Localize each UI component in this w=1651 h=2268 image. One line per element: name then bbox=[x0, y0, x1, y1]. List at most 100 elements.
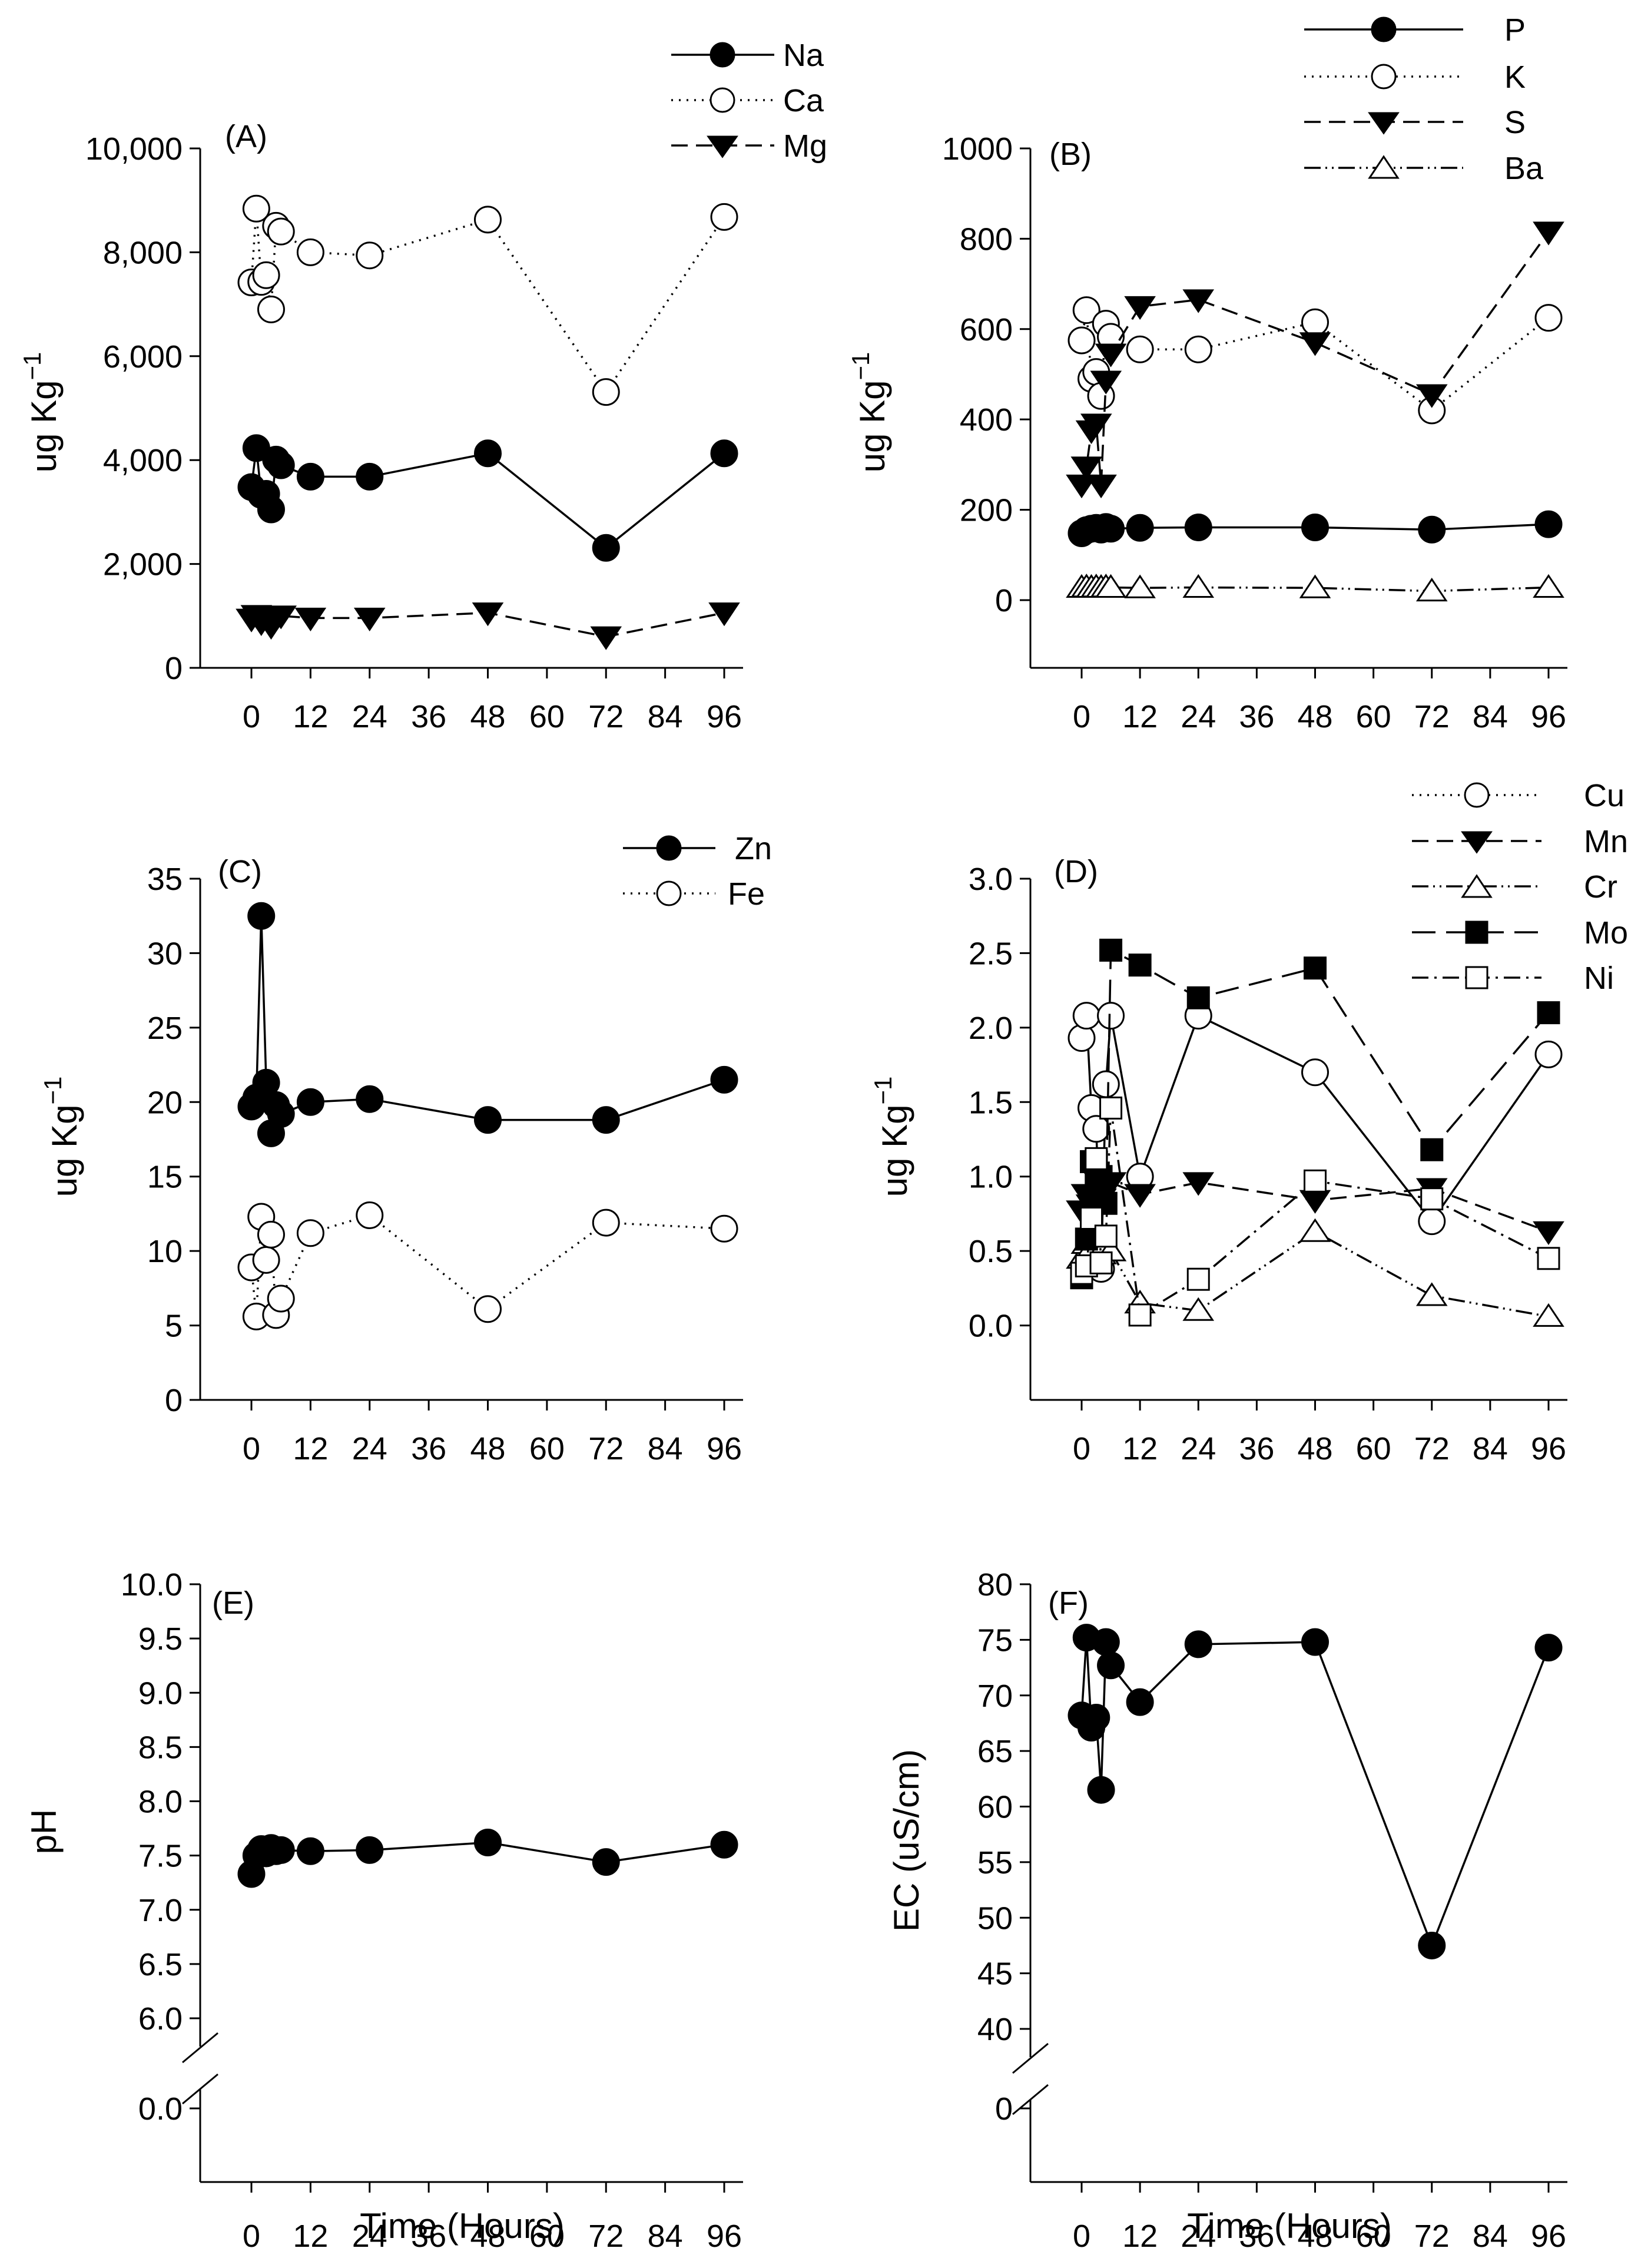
panel-f-x-tick-label: 12 bbox=[1122, 2219, 1158, 2254]
series-line-k bbox=[1080, 310, 1550, 412]
panel-e-y-tick-label: 9.0 bbox=[138, 1676, 183, 1711]
panel-a-x-tick-label: 0 bbox=[243, 699, 260, 734]
point-s bbox=[1070, 456, 1103, 481]
point-fe bbox=[267, 1284, 295, 1313]
legend-marker-ca bbox=[710, 87, 735, 113]
legend-item-cr: Cr bbox=[1412, 869, 1617, 905]
point-s bbox=[1066, 474, 1098, 499]
panel-a-x-tick-label: 24 bbox=[352, 699, 387, 734]
point-na bbox=[592, 534, 620, 562]
point-ph bbox=[267, 1836, 295, 1864]
panel-a-x-tick-label: 12 bbox=[293, 699, 328, 734]
point-mg bbox=[590, 626, 622, 650]
point-ca bbox=[257, 295, 285, 323]
legend-label-cr: Cr bbox=[1584, 869, 1617, 905]
point-ni bbox=[1186, 1267, 1210, 1291]
legend-item-cu: Cu bbox=[1412, 778, 1625, 813]
point-ni bbox=[1099, 1096, 1123, 1120]
point-p bbox=[1184, 513, 1212, 541]
panel-b-y-tick-label: 0 bbox=[995, 583, 1013, 618]
point-ca bbox=[592, 378, 620, 406]
panel-a-x-tick-label: 36 bbox=[411, 699, 446, 734]
panel-e-y-tick-label: 0.0 bbox=[138, 2091, 183, 2127]
panel-e-x-tick-label: 48 bbox=[470, 2219, 505, 2254]
panel-e-x-tick-label: 84 bbox=[648, 2219, 683, 2254]
panel-e-y-tick-label: 9.5 bbox=[138, 1621, 183, 1657]
panel-f-y-tick-label: 75 bbox=[977, 1623, 1013, 1658]
panel-b-legend: P K S Ba bbox=[1304, 12, 1544, 186]
point-cu bbox=[1534, 1040, 1563, 1068]
panel-f-y-tick-label: 50 bbox=[977, 1901, 1013, 1936]
panel-d-x-tick-label: 0 bbox=[1073, 1431, 1090, 1466]
panel-c-y-tick-label: 15 bbox=[147, 1160, 183, 1195]
panel-f-y-tick-label: 60 bbox=[977, 1790, 1013, 1825]
point-ca bbox=[252, 261, 280, 289]
legend-item-mn: Mn bbox=[1412, 824, 1628, 859]
panel-d-label: (D) bbox=[1054, 854, 1098, 889]
panel-f-y-tick-label: 0 bbox=[995, 2091, 1013, 2127]
point-cr bbox=[1182, 1297, 1215, 1321]
panel-d-x-tick-label: 84 bbox=[1473, 1431, 1508, 1466]
panel-e-x-tick-label: 96 bbox=[707, 2219, 742, 2254]
point-ca bbox=[474, 206, 502, 234]
panel-b-x-tick-label: 0 bbox=[1073, 699, 1090, 734]
panel-e-xlabel: Time (Hours) bbox=[360, 2206, 565, 2246]
legend-item-na: Na bbox=[671, 38, 824, 73]
panel-d: 0.0 0.5 1.0 1.5 2.0 2.5 3.0 0 12 24 36 48 60 72 84 96 (… bbox=[869, 778, 1628, 1466]
legend-label-fe: Fe bbox=[728, 876, 765, 912]
panel-f-x-tick-label: 24 bbox=[1181, 2219, 1216, 2254]
panel-d-y-tick-label: 0.5 bbox=[969, 1234, 1013, 1269]
panel-f-x-tick-label: 96 bbox=[1531, 2219, 1566, 2254]
panel-e-break-mark bbox=[182, 2073, 218, 2105]
point-mo bbox=[1186, 986, 1210, 1009]
point-ec bbox=[1126, 1688, 1154, 1716]
legend-item-mo: Mo bbox=[1412, 915, 1628, 951]
legend-label-s: S bbox=[1504, 105, 1526, 140]
legend-marker-na bbox=[710, 42, 735, 68]
panel-e-x-tick-label: 24 bbox=[352, 2219, 387, 2254]
panel-e-x-tick-label: 36 bbox=[411, 2219, 446, 2254]
legend-marker-k bbox=[1371, 64, 1397, 90]
panel-b: 0 200 400 600 800 1000 0 12 24 36 48 60 72 84 96 (B) u… bbox=[847, 12, 1567, 734]
point-p bbox=[1534, 510, 1563, 538]
panel-e-break-mark bbox=[182, 2032, 218, 2064]
point-ca bbox=[296, 238, 324, 266]
panel-a-legend: Na Ca Mg bbox=[671, 38, 827, 164]
legend-item-ni: Ni bbox=[1412, 961, 1614, 996]
point-ec bbox=[1092, 1628, 1120, 1656]
panel-c-y-tick-label: 10 bbox=[147, 1234, 183, 1269]
legend-label-mo: Mo bbox=[1584, 915, 1628, 951]
panel-b-label: (B) bbox=[1049, 137, 1092, 172]
panel-e-y-tick-label: 10.0 bbox=[121, 1567, 183, 1603]
panel-f-x-tick-label: 0 bbox=[1073, 2219, 1090, 2254]
point-p bbox=[1301, 513, 1329, 541]
panel-e-ylabel: pH bbox=[24, 1809, 64, 1855]
legend-marker-ba bbox=[1368, 155, 1400, 179]
point-mg bbox=[294, 607, 327, 632]
point-ca bbox=[356, 241, 384, 270]
point-s bbox=[1095, 343, 1127, 367]
legend-label-ca: Ca bbox=[783, 83, 824, 118]
point-ba bbox=[1095, 574, 1127, 598]
point-ca bbox=[267, 217, 295, 246]
point-mg bbox=[265, 605, 297, 630]
point-s bbox=[1090, 370, 1122, 395]
series-line-cr bbox=[1080, 1230, 1549, 1318]
panel-d-y-tick-label: 1.5 bbox=[969, 1085, 1013, 1120]
legend-item-ba: Ba bbox=[1304, 151, 1544, 186]
point-ec bbox=[1534, 1634, 1563, 1662]
panel-b-x-tick-label: 72 bbox=[1414, 699, 1450, 734]
legend-item-ca: Ca bbox=[671, 83, 824, 118]
point-ni bbox=[1304, 1169, 1327, 1193]
point-ni bbox=[1128, 1303, 1152, 1327]
point-ec bbox=[1184, 1630, 1212, 1658]
point-p bbox=[1418, 515, 1446, 544]
series-line-s bbox=[1080, 231, 1550, 485]
point-s bbox=[1299, 332, 1331, 356]
point-mo bbox=[1537, 1001, 1560, 1025]
point-k bbox=[1534, 304, 1563, 332]
panel-b-x-tick-label: 84 bbox=[1473, 699, 1508, 734]
point-mg bbox=[353, 607, 386, 632]
panel-a-y-tick-label: 6,000 bbox=[103, 339, 183, 375]
panel-a-y-tick-label: 2,000 bbox=[103, 547, 183, 582]
